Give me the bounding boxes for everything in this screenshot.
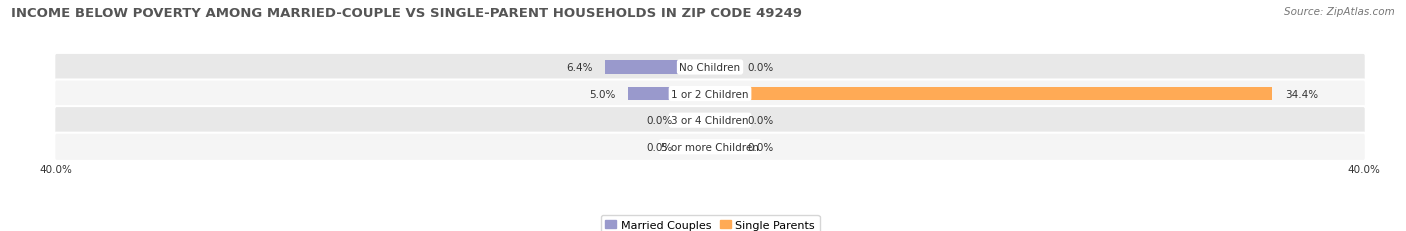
Text: 6.4%: 6.4% <box>565 63 592 73</box>
Bar <box>710 61 734 75</box>
Legend: Married Couples, Single Parents: Married Couples, Single Parents <box>600 215 820 231</box>
Bar <box>628 87 710 101</box>
Bar <box>686 114 710 128</box>
Text: 0.0%: 0.0% <box>748 116 773 126</box>
Bar <box>710 114 734 128</box>
Text: 3 or 4 Children: 3 or 4 Children <box>671 116 749 126</box>
FancyBboxPatch shape <box>55 107 1365 135</box>
Bar <box>686 140 710 154</box>
Text: 0.0%: 0.0% <box>647 142 672 152</box>
Bar <box>710 87 1272 101</box>
Bar <box>606 61 710 75</box>
Text: INCOME BELOW POVERTY AMONG MARRIED-COUPLE VS SINGLE-PARENT HOUSEHOLDS IN ZIP COD: INCOME BELOW POVERTY AMONG MARRIED-COUPL… <box>11 7 803 20</box>
FancyBboxPatch shape <box>55 80 1365 108</box>
Bar <box>710 140 734 154</box>
Text: No Children: No Children <box>679 63 741 73</box>
Text: 5 or more Children: 5 or more Children <box>661 142 759 152</box>
Text: 0.0%: 0.0% <box>748 142 773 152</box>
Text: 0.0%: 0.0% <box>748 63 773 73</box>
FancyBboxPatch shape <box>55 133 1365 161</box>
Text: 1 or 2 Children: 1 or 2 Children <box>671 89 749 99</box>
Text: 34.4%: 34.4% <box>1285 89 1319 99</box>
Text: 5.0%: 5.0% <box>589 89 616 99</box>
Text: Source: ZipAtlas.com: Source: ZipAtlas.com <box>1284 7 1395 17</box>
Text: 0.0%: 0.0% <box>647 116 672 126</box>
FancyBboxPatch shape <box>55 54 1365 82</box>
